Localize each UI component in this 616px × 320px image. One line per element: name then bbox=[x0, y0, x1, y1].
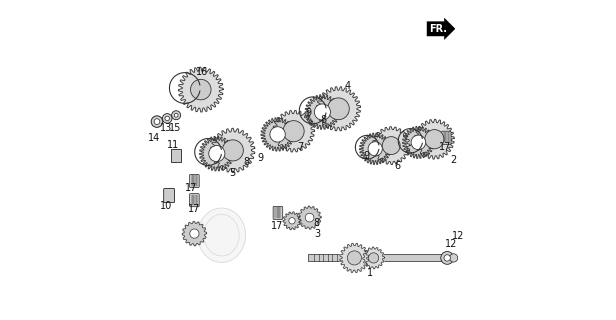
Text: 14: 14 bbox=[148, 132, 160, 143]
Circle shape bbox=[347, 251, 362, 265]
Polygon shape bbox=[204, 214, 239, 256]
Polygon shape bbox=[360, 133, 391, 164]
Polygon shape bbox=[415, 119, 454, 159]
Bar bbox=[171, 149, 180, 162]
Polygon shape bbox=[179, 67, 223, 112]
Circle shape bbox=[154, 119, 160, 124]
Polygon shape bbox=[305, 95, 339, 129]
Text: 6: 6 bbox=[394, 161, 400, 172]
Text: 12: 12 bbox=[452, 231, 464, 241]
Circle shape bbox=[306, 213, 314, 222]
Text: 9: 9 bbox=[305, 108, 311, 118]
FancyBboxPatch shape bbox=[273, 206, 283, 220]
Polygon shape bbox=[372, 127, 410, 164]
FancyBboxPatch shape bbox=[190, 194, 199, 207]
Polygon shape bbox=[298, 206, 321, 229]
Circle shape bbox=[283, 121, 304, 142]
Text: 16: 16 bbox=[196, 67, 208, 77]
Text: 8: 8 bbox=[243, 157, 249, 167]
Circle shape bbox=[411, 135, 426, 150]
Text: 17: 17 bbox=[439, 141, 451, 152]
Circle shape bbox=[328, 98, 349, 120]
Polygon shape bbox=[402, 126, 434, 158]
Circle shape bbox=[172, 111, 180, 120]
Text: 9: 9 bbox=[257, 153, 264, 163]
Circle shape bbox=[163, 114, 172, 123]
Text: 17: 17 bbox=[188, 204, 201, 214]
Polygon shape bbox=[182, 221, 206, 246]
Circle shape bbox=[450, 254, 458, 262]
FancyBboxPatch shape bbox=[442, 131, 451, 144]
Polygon shape bbox=[273, 110, 314, 152]
Circle shape bbox=[270, 127, 285, 142]
Text: 8: 8 bbox=[320, 115, 326, 125]
Text: 9: 9 bbox=[364, 151, 370, 161]
Circle shape bbox=[151, 116, 163, 127]
Circle shape bbox=[190, 79, 211, 100]
Circle shape bbox=[383, 137, 400, 155]
Text: 8: 8 bbox=[313, 218, 319, 228]
Bar bbox=[308, 254, 445, 261]
Circle shape bbox=[222, 140, 243, 161]
Circle shape bbox=[165, 116, 169, 121]
Polygon shape bbox=[317, 87, 360, 131]
FancyBboxPatch shape bbox=[190, 174, 199, 188]
Circle shape bbox=[441, 252, 453, 264]
Circle shape bbox=[174, 113, 178, 117]
Polygon shape bbox=[198, 208, 246, 262]
Text: 13: 13 bbox=[160, 123, 172, 133]
Polygon shape bbox=[363, 247, 384, 269]
Polygon shape bbox=[261, 118, 294, 151]
FancyBboxPatch shape bbox=[164, 188, 174, 203]
Text: 7: 7 bbox=[298, 142, 304, 152]
Polygon shape bbox=[200, 136, 234, 171]
Text: 2: 2 bbox=[450, 155, 456, 165]
Text: 10: 10 bbox=[160, 201, 172, 211]
Polygon shape bbox=[340, 243, 369, 273]
Circle shape bbox=[444, 255, 450, 261]
Text: 11: 11 bbox=[167, 140, 179, 150]
Text: 5: 5 bbox=[229, 168, 235, 179]
Text: FR.: FR. bbox=[429, 24, 447, 34]
Text: 12: 12 bbox=[445, 239, 458, 250]
Polygon shape bbox=[211, 128, 255, 172]
Text: 4: 4 bbox=[345, 81, 351, 92]
Polygon shape bbox=[283, 212, 301, 230]
Text: 17: 17 bbox=[185, 183, 197, 193]
Text: 1: 1 bbox=[367, 268, 373, 278]
Circle shape bbox=[368, 253, 379, 263]
Circle shape bbox=[190, 229, 199, 238]
Text: 15: 15 bbox=[169, 123, 181, 133]
Circle shape bbox=[368, 142, 383, 156]
Circle shape bbox=[209, 146, 225, 162]
Circle shape bbox=[289, 218, 295, 224]
Text: 3: 3 bbox=[315, 229, 321, 239]
Circle shape bbox=[425, 130, 444, 149]
Circle shape bbox=[314, 104, 330, 120]
Text: 17: 17 bbox=[272, 221, 284, 231]
